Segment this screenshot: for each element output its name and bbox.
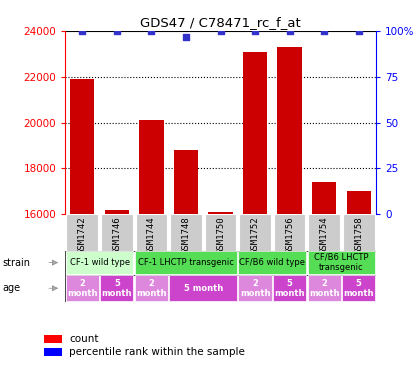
Text: CF-1 LHCTP transgenic: CF-1 LHCTP transgenic bbox=[138, 258, 234, 267]
Text: GSM1746: GSM1746 bbox=[113, 217, 121, 254]
Bar bbox=[44, 348, 62, 356]
Bar bbox=[105, 209, 129, 214]
Text: GSM1744: GSM1744 bbox=[147, 217, 156, 254]
FancyBboxPatch shape bbox=[239, 251, 306, 274]
Point bbox=[286, 28, 293, 34]
FancyBboxPatch shape bbox=[101, 214, 133, 251]
Text: age: age bbox=[2, 283, 20, 293]
Title: GDS47 / C78471_rc_f_at: GDS47 / C78471_rc_f_at bbox=[140, 15, 301, 29]
Bar bbox=[208, 212, 233, 214]
Text: 2
month: 2 month bbox=[309, 279, 339, 298]
Text: strain: strain bbox=[2, 258, 30, 268]
Point bbox=[355, 28, 362, 34]
FancyBboxPatch shape bbox=[66, 251, 134, 274]
Text: CF-1 wild type: CF-1 wild type bbox=[70, 258, 130, 267]
Text: GSM1750: GSM1750 bbox=[216, 217, 225, 254]
FancyBboxPatch shape bbox=[205, 214, 236, 251]
Text: GSM1742: GSM1742 bbox=[78, 217, 87, 254]
FancyBboxPatch shape bbox=[274, 214, 305, 251]
FancyBboxPatch shape bbox=[170, 214, 202, 251]
Point bbox=[183, 34, 189, 40]
Point bbox=[148, 28, 155, 34]
Bar bbox=[174, 150, 198, 214]
Bar bbox=[312, 182, 336, 214]
Point bbox=[252, 28, 258, 34]
Bar bbox=[70, 79, 94, 214]
Text: GSM1752: GSM1752 bbox=[251, 217, 260, 254]
Bar bbox=[278, 47, 302, 214]
FancyBboxPatch shape bbox=[100, 275, 134, 301]
Bar bbox=[346, 191, 371, 214]
Point bbox=[217, 28, 224, 34]
Text: GSM1756: GSM1756 bbox=[285, 217, 294, 254]
Text: GSM1758: GSM1758 bbox=[354, 217, 363, 254]
FancyBboxPatch shape bbox=[239, 275, 272, 301]
Point bbox=[321, 28, 328, 34]
Text: 5 month: 5 month bbox=[184, 284, 223, 293]
Bar bbox=[44, 335, 62, 343]
Bar bbox=[243, 52, 267, 214]
FancyBboxPatch shape bbox=[308, 214, 340, 251]
Text: GSM1748: GSM1748 bbox=[181, 217, 190, 254]
FancyBboxPatch shape bbox=[343, 214, 375, 251]
Point bbox=[79, 28, 86, 34]
Text: 5
month: 5 month bbox=[102, 279, 132, 298]
FancyBboxPatch shape bbox=[66, 214, 98, 251]
FancyBboxPatch shape bbox=[66, 275, 99, 301]
FancyBboxPatch shape bbox=[307, 251, 375, 274]
Text: 5
month: 5 month bbox=[344, 279, 374, 298]
Text: CF/B6 LHCTP
transgenic: CF/B6 LHCTP transgenic bbox=[314, 253, 369, 272]
Text: 2
month: 2 month bbox=[136, 279, 167, 298]
Text: percentile rank within the sample: percentile rank within the sample bbox=[69, 347, 245, 357]
Text: count: count bbox=[69, 334, 99, 344]
Bar bbox=[139, 120, 163, 214]
FancyBboxPatch shape bbox=[273, 275, 306, 301]
FancyBboxPatch shape bbox=[169, 275, 237, 301]
FancyBboxPatch shape bbox=[136, 214, 167, 251]
FancyBboxPatch shape bbox=[307, 275, 341, 301]
Point bbox=[113, 28, 120, 34]
Text: CF/B6 wild type: CF/B6 wild type bbox=[239, 258, 305, 267]
FancyBboxPatch shape bbox=[342, 275, 375, 301]
Text: 2
month: 2 month bbox=[240, 279, 270, 298]
FancyBboxPatch shape bbox=[239, 214, 271, 251]
Text: GSM1754: GSM1754 bbox=[320, 217, 328, 254]
FancyBboxPatch shape bbox=[135, 275, 168, 301]
FancyBboxPatch shape bbox=[135, 251, 237, 274]
Text: 5
month: 5 month bbox=[274, 279, 305, 298]
Text: 2
month: 2 month bbox=[67, 279, 97, 298]
